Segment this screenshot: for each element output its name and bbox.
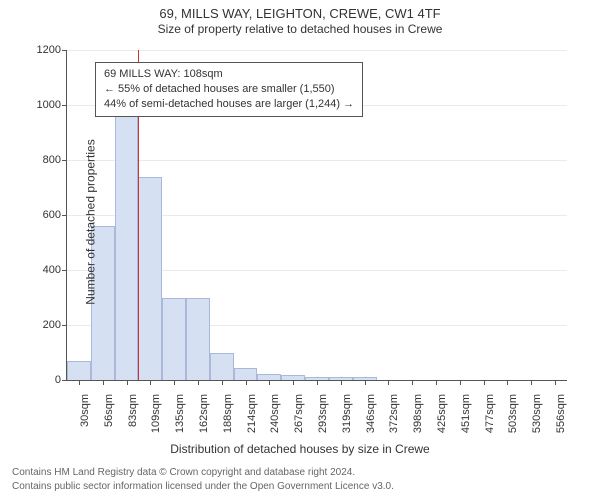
xtick-mark (79, 380, 80, 385)
xtick-label: 188sqm (218, 394, 234, 433)
xtick-label: 477sqm (480, 394, 496, 433)
gridline-h (67, 160, 567, 161)
xtick-label: 556sqm (551, 394, 567, 433)
xtick-mark (198, 380, 199, 385)
histogram-bar (67, 361, 91, 380)
page-title: 69, MILLS WAY, LEIGHTON, CREWE, CW1 4TF (0, 6, 600, 21)
xtick-label: 530sqm (527, 394, 543, 433)
xtick-label: 56sqm (99, 394, 115, 427)
footer-line-1: Contains HM Land Registry data © Crown c… (12, 466, 394, 480)
xtick-label: 346sqm (361, 394, 377, 433)
x-axis-label: Distribution of detached houses by size … (0, 442, 600, 456)
footer-line-2: Contains public sector information licen… (12, 480, 394, 494)
ytick-label: 1000 (37, 99, 67, 111)
xtick-label: 398sqm (408, 394, 424, 433)
annotation-box: 69 MILLS WAY: 108sqm ← 55% of detached h… (95, 62, 363, 117)
histogram-bar (234, 368, 258, 380)
xtick-label: 240sqm (265, 394, 281, 433)
xtick-label: 214sqm (242, 394, 258, 433)
xtick-label: 162sqm (194, 394, 210, 433)
xtick-label: 83sqm (123, 394, 139, 427)
annotation-line-3: 44% of semi-detached houses are larger (… (104, 97, 354, 112)
histogram-bar (162, 298, 186, 381)
ytick-label: 0 (55, 374, 67, 386)
xtick-mark (246, 380, 247, 385)
xtick-mark (150, 380, 151, 385)
annotation-line-1: 69 MILLS WAY: 108sqm (104, 67, 354, 82)
ytick-label: 600 (43, 209, 67, 221)
ytick-label: 800 (43, 154, 67, 166)
xtick-label: 30sqm (75, 394, 91, 427)
xtick-label: 319sqm (337, 394, 353, 433)
page-subtitle: Size of property relative to detached ho… (0, 22, 600, 36)
xtick-mark (222, 380, 223, 385)
xtick-label: 109sqm (146, 394, 162, 433)
xtick-mark (103, 380, 104, 385)
xtick-mark (484, 380, 485, 385)
xtick-mark (436, 380, 437, 385)
xtick-mark (531, 380, 532, 385)
histogram-bar (186, 298, 210, 381)
xtick-mark (174, 380, 175, 385)
xtick-mark (293, 380, 294, 385)
xtick-mark (555, 380, 556, 385)
xtick-mark (317, 380, 318, 385)
xtick-label: 503sqm (503, 394, 519, 433)
xtick-label: 293sqm (313, 394, 329, 433)
ytick-label: 200 (43, 319, 67, 331)
xtick-mark (388, 380, 389, 385)
y-axis-label: Number of detached properties (84, 139, 98, 304)
footer-attribution: Contains HM Land Registry data © Crown c… (12, 466, 394, 493)
ytick-label: 1200 (37, 44, 67, 56)
xtick-label: 372sqm (384, 394, 400, 433)
histogram-bar (210, 353, 234, 381)
xtick-mark (460, 380, 461, 385)
gridline-h (67, 50, 567, 51)
xtick-mark (365, 380, 366, 385)
xtick-mark (412, 380, 413, 385)
ytick-label: 400 (43, 264, 67, 276)
xtick-mark (269, 380, 270, 385)
histogram-bar (115, 82, 139, 380)
histogram-bar (138, 177, 162, 381)
xtick-label: 135sqm (170, 394, 186, 433)
xtick-label: 451sqm (456, 394, 472, 433)
chart-container: 69, MILLS WAY, LEIGHTON, CREWE, CW1 4TF … (0, 0, 600, 500)
xtick-mark (507, 380, 508, 385)
xtick-label: 425sqm (432, 394, 448, 433)
xtick-label: 267sqm (289, 394, 305, 433)
annotation-line-2: ← 55% of detached houses are smaller (1,… (104, 82, 354, 97)
xtick-mark (341, 380, 342, 385)
xtick-mark (127, 380, 128, 385)
